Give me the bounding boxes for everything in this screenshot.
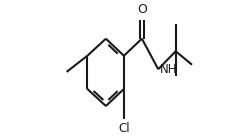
Text: O: O <box>137 3 147 16</box>
Text: Cl: Cl <box>118 122 130 135</box>
Text: NH: NH <box>160 63 177 76</box>
